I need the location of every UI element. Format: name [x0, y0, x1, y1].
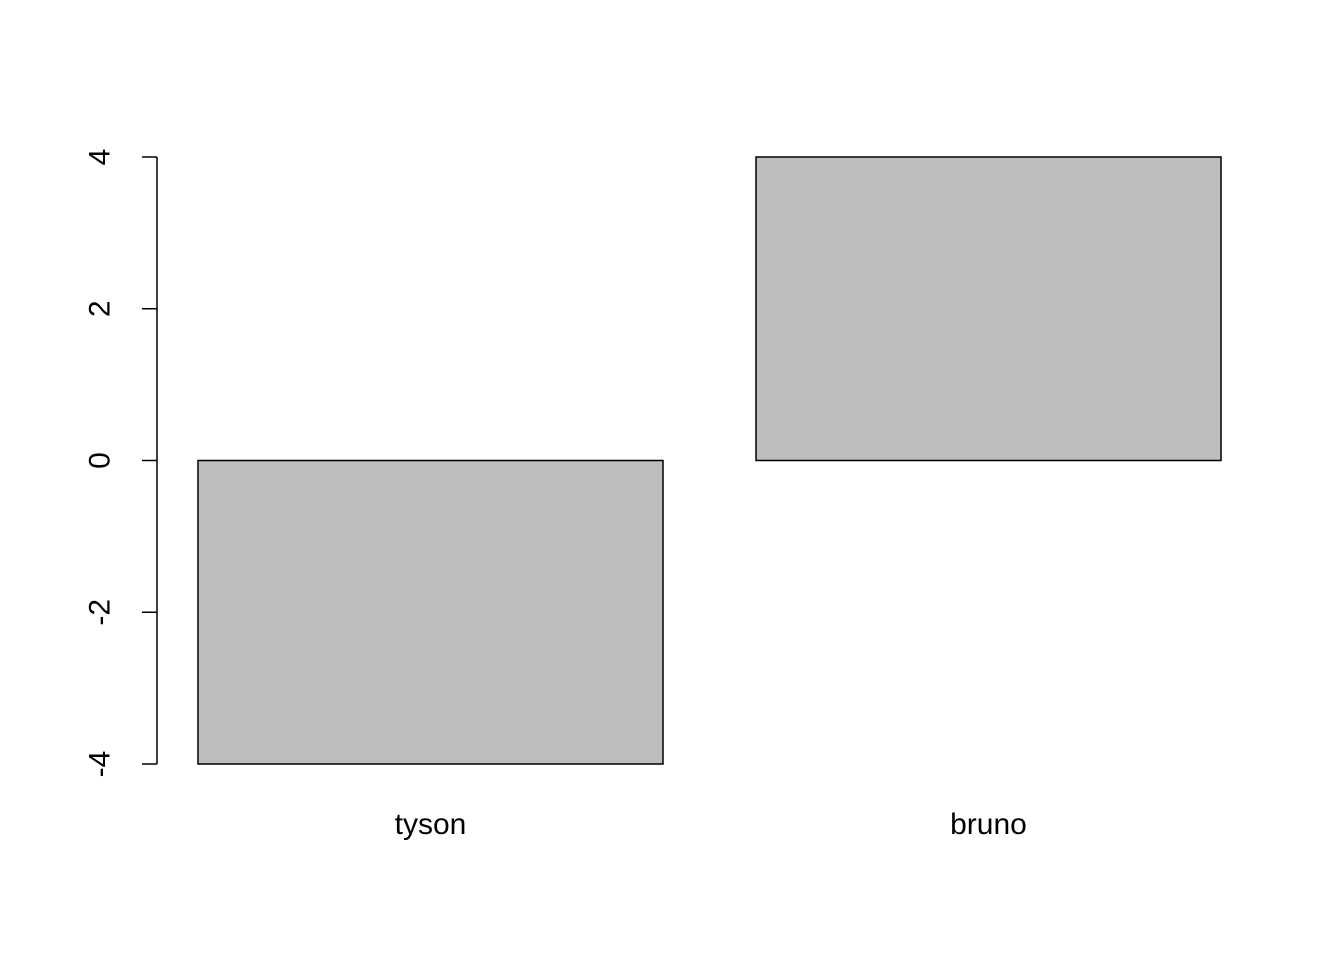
y-tick-label: -2	[84, 599, 117, 626]
y-tick-label: 0	[84, 452, 117, 469]
category-labels: tyson bruno	[395, 808, 1027, 841]
y-tick-label: -4	[84, 751, 117, 778]
bars	[197, 156, 1222, 765]
bar-tyson	[197, 459, 664, 765]
category-label-tyson: tyson	[395, 808, 467, 841]
y-axis: -4 -2 0 2 4	[84, 149, 158, 778]
category-label-bruno: bruno	[950, 808, 1027, 841]
y-tick-label: 2	[84, 300, 117, 317]
y-tick-label: 4	[84, 149, 117, 166]
bar-bruno	[755, 156, 1222, 462]
